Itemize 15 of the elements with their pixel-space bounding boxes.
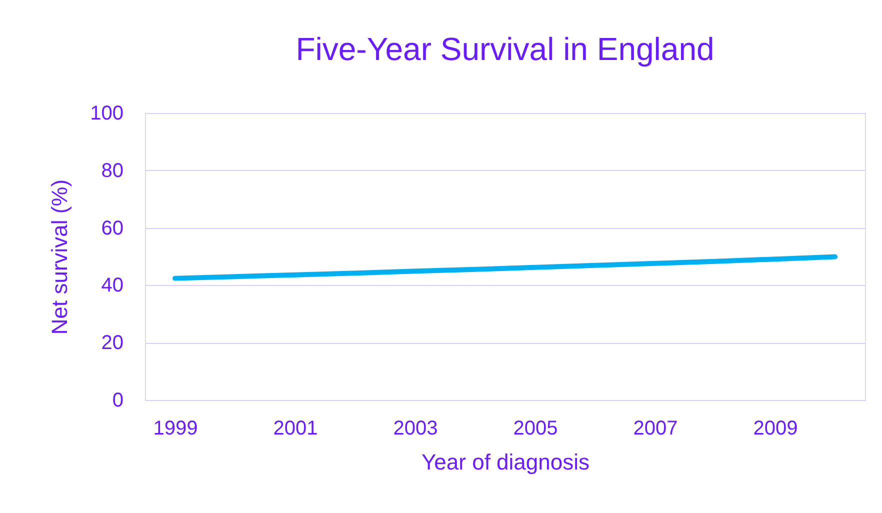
y-tick-label: 60 [101,217,124,240]
x-tick-label: 2005 [513,418,558,440]
y-tick-label: 80 [101,160,124,182]
x-tick-label: 2009 [753,418,798,440]
y-tick-label: 0 [112,390,124,412]
y-tick-label: 40 [101,274,124,297]
y-tick-label: 20 [101,332,124,354]
x-tick-label: 2007 [633,418,678,440]
x-tick-label: 2003 [393,418,438,440]
y-tick-label: 100 [90,102,124,124]
x-tick-label: 2001 [273,418,318,440]
x-axis-title: Year of diagnosis [422,450,590,474]
chart-title: Five-Year Survival in England [296,31,714,67]
y-axis-title: Net survival (%) [47,179,72,335]
x-tick-label: 1999 [153,418,198,440]
